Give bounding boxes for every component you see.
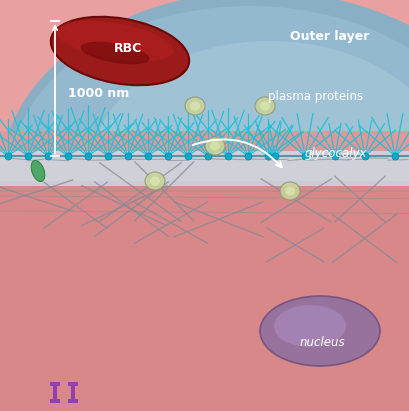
Ellipse shape (255, 97, 275, 115)
Bar (68, 383, 78, 386)
Text: Outer layer: Outer layer (290, 30, 369, 42)
Text: 1000 nm: 1000 nm (68, 86, 129, 99)
Bar (0, 131, 409, 181)
Ellipse shape (10, 6, 409, 346)
Ellipse shape (0, 0, 409, 371)
Ellipse shape (145, 172, 165, 190)
Ellipse shape (285, 187, 295, 196)
Text: nucleus: nucleus (300, 337, 346, 349)
Bar (0, 141, 409, 411)
Ellipse shape (90, 41, 409, 301)
Text: glycocalyx: glycocalyx (305, 146, 368, 159)
Text: plasma proteins: plasma proteins (268, 90, 363, 102)
Bar (71, 383, 75, 401)
Bar (68, 399, 78, 403)
Bar (50, 399, 60, 403)
Ellipse shape (31, 160, 45, 182)
Text: RBC: RBC (114, 42, 142, 55)
Bar (50, 383, 60, 386)
Bar (0, 151, 409, 186)
Ellipse shape (150, 176, 160, 185)
Bar (0, 0, 409, 141)
Ellipse shape (81, 42, 150, 65)
Ellipse shape (205, 137, 225, 155)
Ellipse shape (280, 182, 300, 200)
Ellipse shape (274, 305, 346, 347)
Ellipse shape (260, 296, 380, 366)
Ellipse shape (210, 141, 220, 150)
Bar (53, 383, 57, 401)
Ellipse shape (56, 21, 174, 61)
Ellipse shape (190, 102, 200, 111)
Ellipse shape (185, 97, 205, 115)
Ellipse shape (51, 17, 189, 85)
Ellipse shape (260, 102, 270, 111)
